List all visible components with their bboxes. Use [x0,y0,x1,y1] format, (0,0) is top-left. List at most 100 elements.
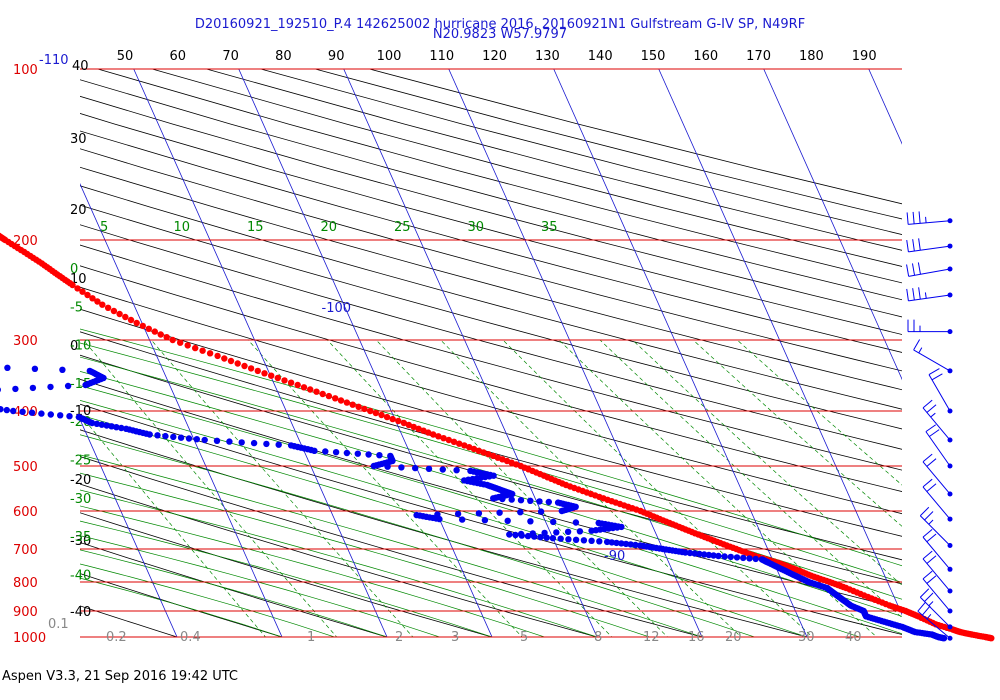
mixing-ratio-line [736,339,902,486]
wind-barb-feather [925,424,937,433]
wind-barb-feather [906,288,909,301]
dry-adiabat [80,483,599,637]
dewpoint-point [696,550,703,558]
isotherm [448,69,703,637]
wind-barb-feather [918,211,921,224]
dry-adiabat [80,130,902,353]
theta-left-label: 0 [70,339,78,354]
dewpoint-point [632,541,639,549]
mixing-ratio-label: 0.4 [180,630,201,645]
dry-adiabat [80,244,902,471]
dewpoint-point [541,529,548,537]
dewpoint-point [31,365,39,372]
temperature-point [206,350,214,357]
dewpoint-point [496,509,503,516]
theta-top-label: 170 [746,49,771,64]
dewpoint-point [721,553,728,560]
dewpoint-point [86,367,94,375]
dewpoint-point [512,531,519,539]
dewpoint-point [177,434,185,441]
dry-adiabat [80,148,902,372]
wind-barb-feather [926,483,937,492]
dewpoint-point [527,497,534,504]
dry-adiabat [80,166,902,391]
wind-barb-staff [922,407,951,441]
temperature-point [192,344,199,352]
dewpoint-point [565,536,572,543]
theta-top-label: 70 [222,49,239,64]
wind-barb-staff [928,374,951,412]
isotherm [553,69,808,637]
dewpoint-point [686,549,694,557]
wind-barb-staff [908,245,951,253]
dry-adiabat [80,429,809,637]
temperature-point [372,409,379,417]
temperature-point [294,381,301,389]
dewpoint-point [727,553,734,561]
dewpoint-point [47,411,54,418]
mixing-ratio-line [83,339,338,637]
pressure-label: 800 [13,576,38,591]
dewpoint-point [536,498,543,505]
wind-barb-feather [924,511,934,521]
dewpoint-point [250,439,258,447]
dewpoint-point [47,383,54,391]
moist-adiabat [80,577,284,637]
wind-barb-staff [908,220,951,225]
dewpoint-point [376,452,383,459]
temperature-point [169,336,176,344]
dewpoint-point [275,441,282,448]
temperature-point [79,288,86,295]
isotherm [763,69,902,381]
theta-top-label: 140 [588,49,613,64]
isotherm [868,69,902,145]
isotherm [658,69,902,616]
wind-barb-feather [928,519,934,525]
moist-adiabat [80,454,704,637]
dewpoint-point [527,518,534,525]
theta-top-label: 160 [693,49,718,64]
wind-barb-feather [922,399,933,409]
dewpoint-point [517,509,524,516]
temperature-point [485,451,492,458]
dewpoint-point [504,517,511,524]
temperature-point [440,435,447,442]
dewpoint-point [603,538,611,546]
temperature-point [349,401,356,408]
moist-adiabat-label: -35 [70,530,91,545]
temperature-point [332,395,339,402]
theta-e-label: 15 [247,220,264,235]
temperature-point [415,425,422,432]
dewpoint-point [413,511,420,519]
dewpoint-point [506,531,513,538]
wind-barb-feather [922,478,933,488]
dewpoint-point [572,536,580,543]
wind-barb-staff [922,486,951,520]
temperature-point [343,399,351,406]
dry-adiabat [80,331,902,561]
dewpoint-point [387,452,394,460]
dewpoint-point [103,422,110,429]
dewpoint-point [524,532,532,540]
pressure-label: 600 [13,505,38,520]
dewpoint-point [75,413,83,421]
dewpoint-point [701,551,708,558]
temperature-point [221,355,228,362]
dry-adiabat [80,95,902,318]
dewpoint-point [38,410,45,417]
wind-barb-feather [918,287,921,300]
wind-barb-feather [906,239,909,252]
temperature-point [461,442,468,449]
temperature-point [234,360,241,367]
dewpoint-point [185,435,193,442]
chart-location: N20.9823 W57.9797 [432,27,568,42]
temperature-point [313,388,320,395]
dewpoint-point [517,497,525,504]
dewpoint-point [64,382,72,390]
temperature-point [410,423,417,431]
temperature-point [325,392,333,400]
temperature-point [157,331,164,338]
dewpoint-point [637,542,644,549]
wind-barb-feather [928,601,934,607]
moist-adiabat [80,563,336,637]
